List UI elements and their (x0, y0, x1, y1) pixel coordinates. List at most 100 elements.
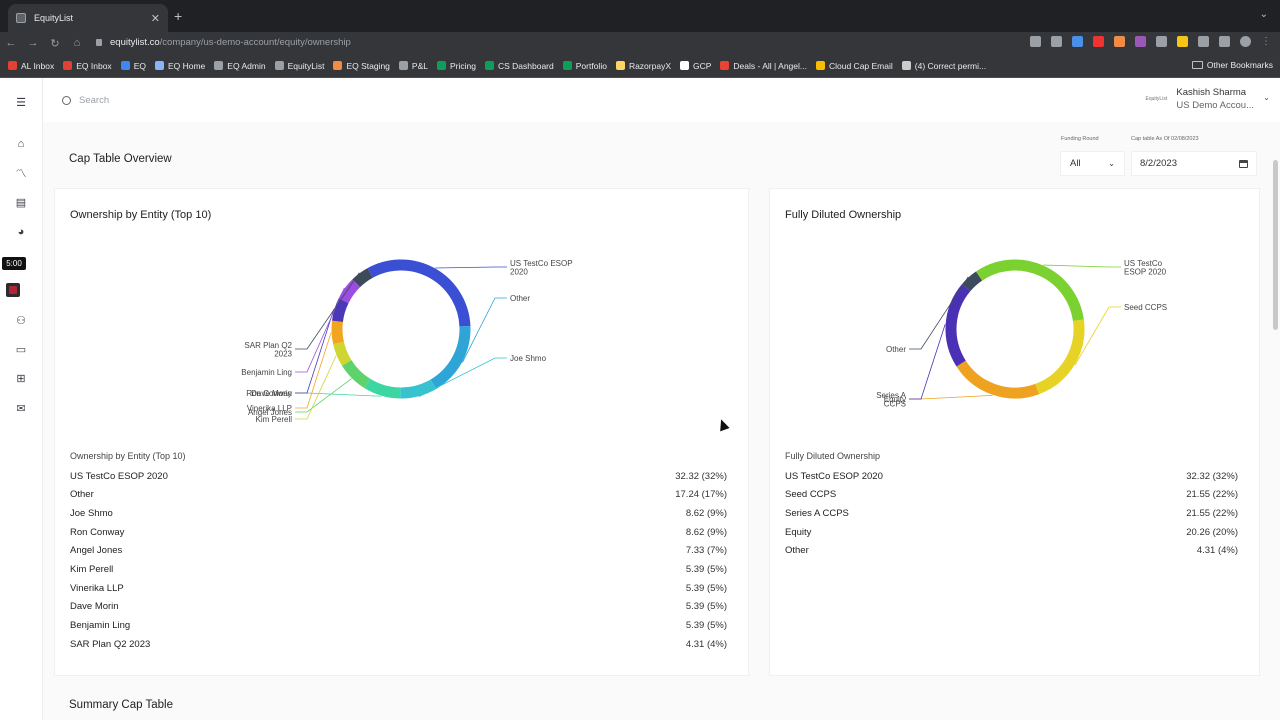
stop-recording-icon[interactable] (6, 283, 20, 297)
calendar-icon[interactable] (1239, 159, 1248, 168)
bookmark-icon (901, 61, 911, 70)
cap-table-date-input[interactable]: 8/2/2023 (1131, 151, 1257, 176)
metamask-icon[interactable] (1114, 36, 1125, 47)
donut-slice[interactable] (430, 326, 471, 389)
donut-slice[interactable] (364, 378, 401, 399)
chevron-down-icon[interactable]: ⌄ (1263, 93, 1270, 102)
bookmark-item[interactable]: EQ (120, 60, 146, 71)
bookmark-item[interactable]: Portfolio (562, 61, 607, 71)
bookmark-item[interactable]: RazorpayX (615, 61, 671, 71)
ownership-card: Ownership by Entity (Top 10) US TestCo E… (54, 188, 749, 676)
extension-icon[interactable] (1093, 36, 1104, 47)
bookmark-item[interactable]: EQ Admin (214, 61, 266, 71)
bank-icon[interactable]: ⊞ (16, 372, 26, 385)
extension-icon[interactable] (1177, 36, 1188, 47)
callout-line (1043, 264, 1121, 268)
donut-slice[interactable] (352, 268, 373, 288)
bookmark-item[interactable]: (4) Correct permi... (901, 61, 986, 71)
donut-slice[interactable] (342, 359, 371, 389)
search-icon (62, 95, 71, 105)
users-icon[interactable]: ⚇ (16, 314, 26, 327)
extension-icon[interactable] (1156, 36, 1167, 47)
topbar: Search EquityList Kashish Sharma US Demo… (43, 78, 1280, 122)
bookmark-item[interactable]: CS Dashboard (484, 61, 554, 71)
bookmark-item[interactable]: Pricing (437, 61, 476, 71)
bookmark-item[interactable]: GCP (680, 61, 711, 71)
extension-icon[interactable] (1072, 36, 1083, 47)
legend-row: SAR Plan Q2 2023 4.31 (4%) (70, 635, 727, 653)
search-input[interactable]: Search (56, 90, 168, 110)
pie-chart-icon[interactable]: ◕ (17, 226, 25, 238)
mail-icon[interactable]: ✉ (16, 402, 26, 415)
puzzle-icon[interactable] (1198, 36, 1209, 47)
user-menu[interactable]: EquityList Kashish Sharma US Demo Accou.… (1144, 86, 1270, 112)
tab-favicon-icon (16, 13, 26, 23)
donut-slice[interactable] (331, 320, 344, 345)
bookmark-item[interactable]: EQ Home (154, 61, 205, 71)
donut-slice[interactable] (961, 271, 983, 292)
cap-table-date-label: Cap table As Of 02/08/2023 (1131, 136, 1199, 142)
forward-icon[interactable]: → (27, 37, 39, 49)
home-icon[interactable]: ⌂ (73, 37, 81, 49)
back-icon[interactable]: ← (5, 37, 17, 49)
profile-avatar[interactable] (1240, 36, 1251, 47)
bookmark-icon (63, 61, 73, 70)
bookmark-item[interactable]: Deals - All | Angel... (720, 61, 807, 71)
chart-icon[interactable]: 〽 (15, 168, 27, 180)
extension-icon[interactable] (1135, 36, 1146, 47)
bookmark-item[interactable]: P&L (398, 61, 428, 71)
legend-caption: Ownership by Entity (Top 10) (70, 451, 186, 461)
sidebar-toggle-icon[interactable] (1219, 36, 1230, 47)
legend-row: Benjamin Ling 5.39 (5%) (70, 617, 727, 635)
legend-row: Vinerika LLP 5.39 (5%) (70, 579, 727, 597)
bookmark-icon (615, 61, 625, 70)
page-title: Cap Table Overview (69, 153, 172, 165)
bookmark-item[interactable]: EQ Staging (333, 61, 390, 71)
document-icon[interactable]: ▤ (15, 196, 27, 209)
donut-slice[interactable] (338, 279, 361, 304)
legend-value: 32.32 (32%) (675, 470, 727, 482)
bookmark-label: Deals - All | Angel... (733, 60, 807, 71)
legend-row: Joe Shmo 8.62 (9%) (70, 504, 727, 522)
legend-value: 17.24 (17%) (675, 489, 727, 501)
bookmark-item[interactable]: Cloud Cap Email (815, 61, 893, 71)
other-bookmarks[interactable]: Other Bookmarks (1191, 60, 1273, 70)
new-tab-icon[interactable]: + (174, 8, 183, 24)
tab-search-icon[interactable]: ⌄ (1259, 9, 1268, 20)
reload-icon[interactable]: ↻ (50, 37, 60, 50)
donut-slice[interactable] (1035, 319, 1085, 395)
donut-slice[interactable] (956, 360, 1040, 399)
donut-slice[interactable] (367, 259, 471, 327)
tab-close-icon[interactable]: ✕ (150, 12, 160, 25)
bookmark-item[interactable]: AL Inbox (8, 61, 54, 71)
donut-slice[interactable] (333, 341, 352, 366)
star-icon[interactable] (1051, 36, 1062, 47)
bookmark-label: EQ (133, 60, 146, 71)
donut-slice[interactable] (945, 284, 971, 367)
browser-toolbar: ← → ↻ ⌂ equitylist.co/company/us-demo-ac… (0, 32, 1280, 54)
callout-line (295, 287, 345, 373)
share-icon[interactable] (1030, 36, 1041, 47)
donut-slice[interactable] (400, 379, 437, 399)
legend-value: 5.39 (5%) (685, 582, 727, 594)
bookmark-item[interactable]: EquityList (274, 61, 324, 71)
browser-tab[interactable]: EquityList ✕ (8, 4, 168, 32)
home-icon[interactable]: ⌂ (17, 138, 25, 150)
bookmark-item[interactable]: EQ Inbox (63, 61, 112, 71)
address-bar[interactable]: equitylist.co/company/us-demo-account/eq… (96, 32, 1036, 52)
donut-slice[interactable] (975, 259, 1084, 322)
funding-round-select[interactable]: All ⌄ (1060, 151, 1125, 176)
legend-value: 32.32 (32%) (1186, 470, 1238, 482)
bookmark-label: GCP (693, 60, 712, 71)
callout-label: Kim Perell (256, 415, 293, 424)
legend-value: 4.31 (4%) (685, 638, 727, 650)
user-name: Kashish Sharma (1176, 87, 1247, 98)
menu-icon[interactable]: ⋮ (1261, 36, 1271, 47)
folder-icon[interactable]: ▭ (15, 343, 27, 356)
legend-value: 21.55 (22%) (1186, 489, 1238, 501)
menu-icon[interactable]: ☰ (16, 96, 26, 109)
other-bookmarks-label: Other Bookmarks (1206, 60, 1273, 70)
legend-row: Angel Jones 7.33 (7%) (70, 542, 727, 560)
donut-slice[interactable] (331, 298, 349, 323)
scrollbar[interactable] (1273, 160, 1278, 330)
